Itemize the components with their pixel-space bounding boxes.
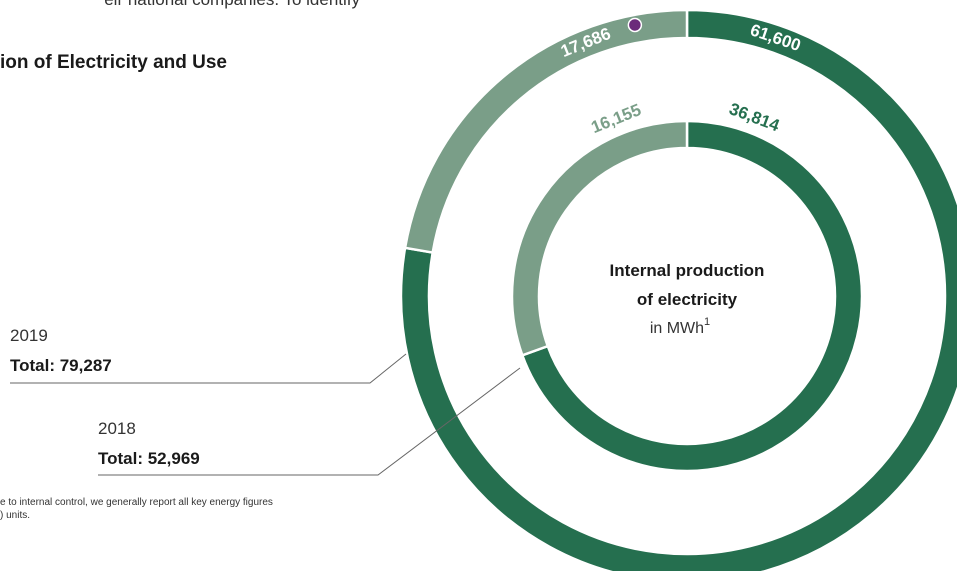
center-unit: in MWh1 <box>650 316 710 337</box>
chart-center-label: Internal production of electricity in MW… <box>610 261 765 337</box>
center-title-line-2: of electricity <box>637 290 738 309</box>
footnote-badge-icon <box>628 18 641 31</box>
leader-line-2019 <box>10 354 406 383</box>
center-title-line-1: Internal production <box>610 261 765 280</box>
